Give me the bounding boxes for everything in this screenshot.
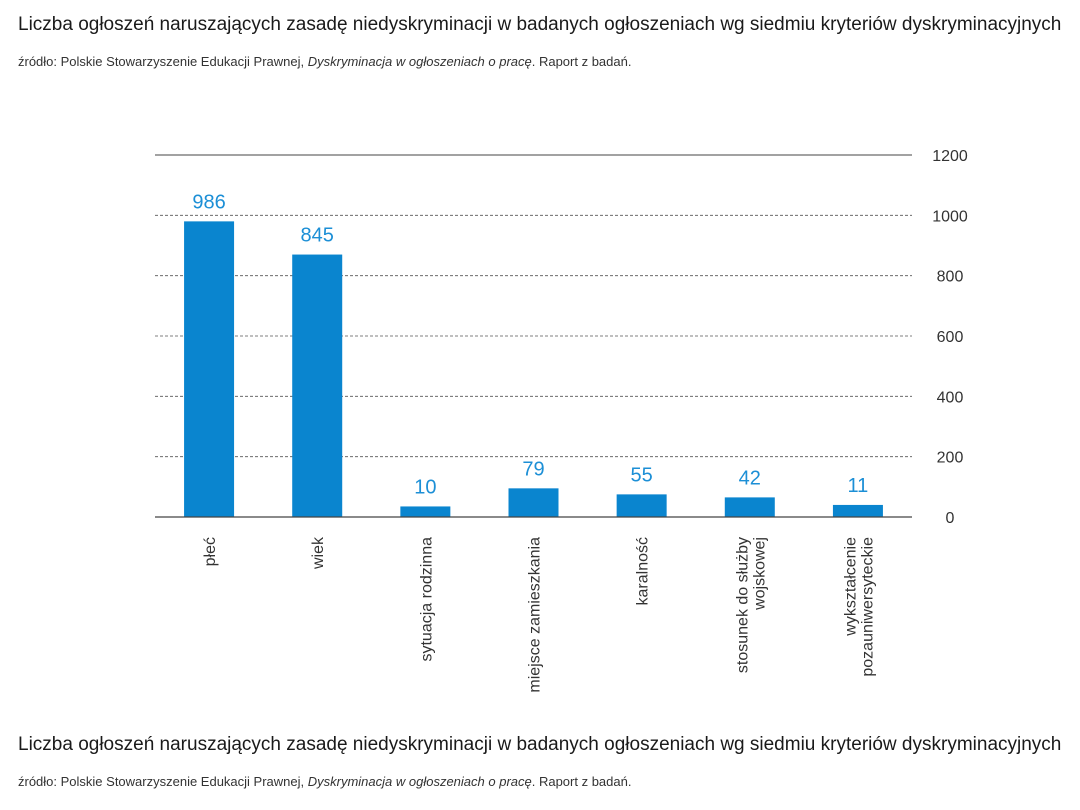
y-tick-label: 1000 bbox=[932, 208, 968, 225]
x-tick-label-line: płeć bbox=[202, 537, 219, 566]
bar bbox=[724, 497, 775, 517]
x-tick-label: wiek bbox=[310, 536, 327, 570]
y-tick-label: 0 bbox=[946, 510, 955, 527]
y-tick-label: 1200 bbox=[932, 148, 968, 165]
caption-source: źródło: Polskie Stowarzyszenie Edukacji … bbox=[18, 774, 631, 789]
source-prefix: źródło: Polskie Stowarzyszenie Edukacji … bbox=[18, 54, 308, 69]
caption-source-prefix: źródło: Polskie Stowarzyszenie Edukacji … bbox=[18, 774, 308, 789]
bar bbox=[616, 494, 667, 517]
caption-source-suffix: . Raport z badań. bbox=[531, 774, 632, 789]
x-tick-label: wykształcenie pozauniwersyteckie bbox=[842, 537, 876, 677]
chart-source: źródło: Polskie Stowarzyszenie Edukacji … bbox=[18, 54, 631, 69]
y-tick-label: 800 bbox=[937, 269, 964, 286]
x-tick-label-line: pozauniwersyteckie bbox=[859, 537, 876, 677]
x-tick-label: miejsce zamieszkania bbox=[527, 537, 544, 693]
source-publication: Dyskryminacja w ogłoszeniach o pracę bbox=[307, 54, 532, 69]
bar bbox=[832, 504, 883, 517]
y-tick-label: 600 bbox=[937, 329, 964, 346]
bar bbox=[292, 254, 343, 518]
data-label: 42 bbox=[739, 467, 761, 489]
x-tick-label-line: wojskowej bbox=[751, 537, 768, 611]
bar bbox=[400, 506, 451, 517]
x-tick-label-line: karalność bbox=[635, 537, 652, 605]
x-tick-label: karalność bbox=[635, 537, 652, 605]
x-tick-label: płeć bbox=[202, 537, 219, 566]
x-tick-label-line: sytuacja rodzinna bbox=[418, 537, 435, 662]
caption-title: Liczba ogłoszeń naruszających zasadę nie… bbox=[18, 734, 1062, 755]
x-tick-label: sytuacja rodzinna bbox=[418, 537, 435, 662]
bar bbox=[184, 221, 235, 517]
data-label: 55 bbox=[631, 464, 653, 486]
x-tick-label-line: wiek bbox=[310, 536, 327, 570]
caption-source-publication: Dyskryminacja w ogłoszeniach o pracę bbox=[307, 774, 532, 789]
bar bbox=[508, 488, 559, 517]
x-tick-label-line: stosunek do służby bbox=[734, 537, 751, 673]
y-tick-label: 400 bbox=[937, 389, 964, 406]
data-label: 845 bbox=[301, 225, 334, 247]
data-label: 10 bbox=[414, 476, 436, 498]
data-label: 79 bbox=[522, 458, 544, 480]
chart-title: Liczba ogłoszeń naruszających zasadę nie… bbox=[18, 14, 1062, 35]
x-tick-label-line: miejsce zamieszkania bbox=[527, 537, 544, 693]
x-tick-label-line: wykształcenie bbox=[842, 537, 859, 637]
data-label: 986 bbox=[192, 191, 225, 213]
x-tick-label: stosunek do służby wojskowej bbox=[734, 537, 768, 673]
y-tick-label: 200 bbox=[937, 450, 964, 467]
data-label: 11 bbox=[848, 475, 869, 497]
bar-chart: 0 200 400 600 800 1000 1200 986 płeć 845 wiek 10 syt… bbox=[155, 148, 968, 693]
source-suffix: . Raport z badań. bbox=[531, 54, 632, 69]
